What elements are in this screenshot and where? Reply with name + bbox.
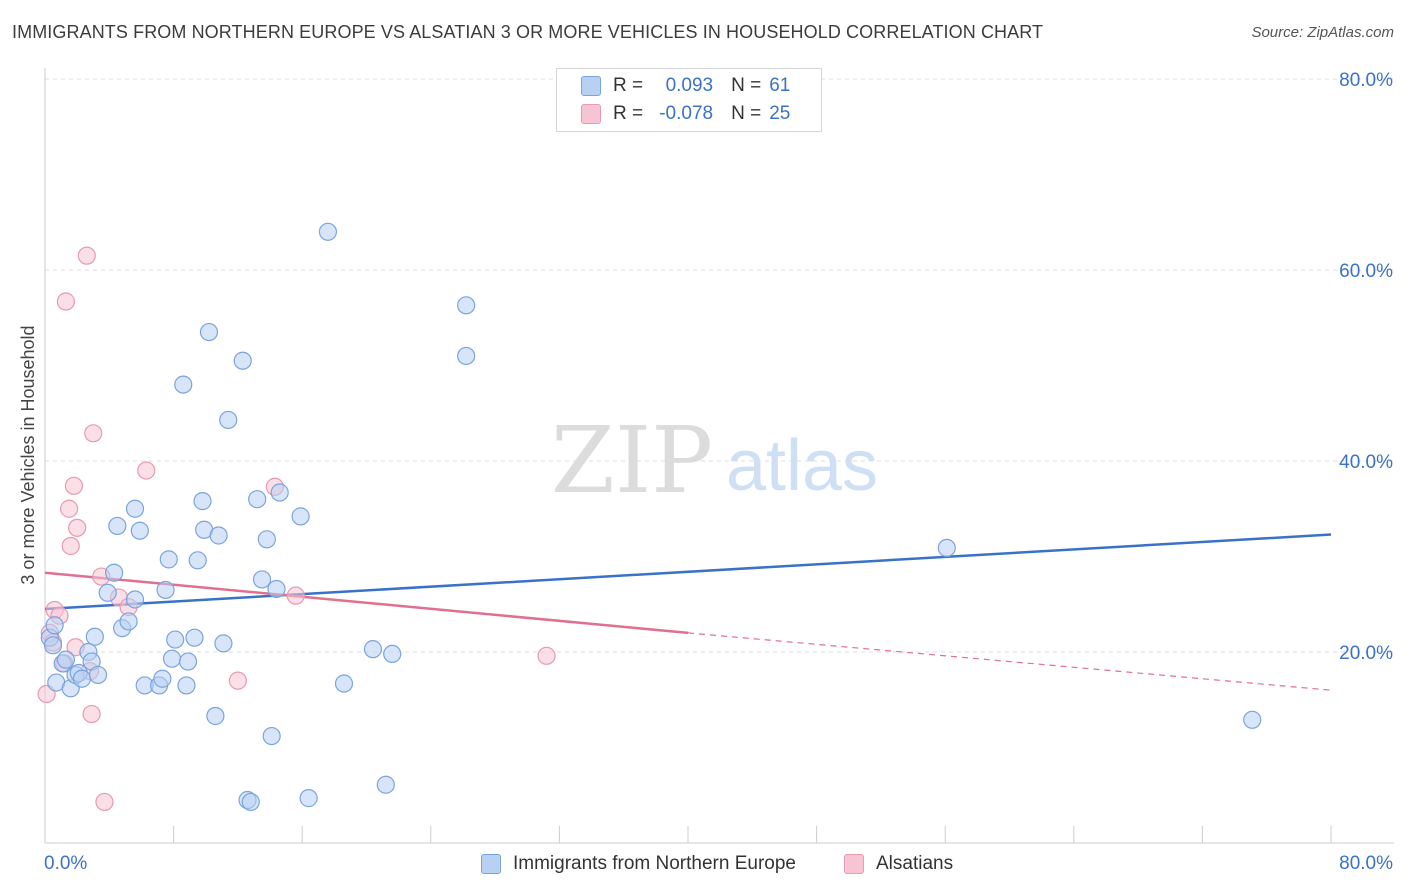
watermark-zip: ZIP (551, 407, 713, 514)
northern-europe-point (206, 706, 225, 726)
northern-europe-point (159, 550, 178, 569)
northern-europe-point (457, 346, 476, 366)
alsatians-point (286, 586, 305, 605)
northern-europe-point (56, 650, 75, 669)
northern-europe-point (270, 483, 289, 502)
northern-europe-point (119, 612, 138, 631)
northern-europe-point (262, 726, 281, 746)
bottom-legend-pink[interactable]: Alsatians (844, 852, 953, 876)
y-tick-label: 40.0% (1339, 452, 1393, 473)
alsatians-point (228, 671, 247, 690)
n-value-blue: 61 (769, 75, 791, 96)
northern-europe-point (318, 222, 338, 241)
trend-line-alsatians (44, 571, 689, 635)
r-value-pink: -0.078 (659, 103, 714, 124)
r-value-blue: 0.093 (665, 75, 714, 96)
pink-swatch (844, 854, 864, 874)
r-label: R = (613, 75, 644, 96)
trend-line-alsatians-extension (687, 632, 1332, 691)
northern-europe-point (178, 652, 198, 671)
alsatians-point (56, 292, 75, 311)
northern-europe-point (383, 644, 402, 664)
alsatians-point (84, 424, 103, 443)
alsatians-point (82, 704, 101, 724)
northern-europe-point (257, 530, 276, 549)
alsatians-point (68, 518, 87, 537)
northern-europe-point (105, 563, 124, 582)
northern-europe-point (291, 507, 310, 526)
northern-europe-point (108, 516, 127, 536)
northern-europe-point (334, 674, 354, 693)
legend-label-alsatians: Alsatians (876, 853, 954, 874)
northern-europe-points (40, 222, 1262, 812)
tick-labels: 20.0% 40.0% 60.0% 80.0% 0.0% 80.0% (44, 70, 1393, 874)
northern-europe-point (937, 538, 956, 558)
northern-europe-point (267, 579, 286, 599)
legend-row-pink: R = -0.078 N = 25 (581, 101, 790, 127)
bottom-legend-blue[interactable]: Immigrants from Northern Europe (481, 852, 796, 876)
northern-europe-point (248, 490, 267, 509)
northern-europe-point (188, 551, 207, 570)
northern-europe-point (85, 627, 104, 646)
alsatians-point (64, 476, 84, 495)
correlation-legend: R = 0.093 N = 61 R = -0.078 N = 25 (556, 68, 822, 132)
northern-europe-point (299, 789, 318, 808)
northern-europe-point (98, 583, 117, 602)
northern-europe-point (199, 322, 219, 342)
northern-europe-point (156, 580, 175, 600)
northern-europe-point (174, 375, 193, 394)
n-value-pink: 25 (769, 103, 791, 124)
northern-europe-point (166, 630, 185, 649)
northern-europe-point (252, 570, 272, 589)
northern-europe-point (209, 526, 228, 545)
legend-label-northern-europe: Immigrants from Northern Europe (513, 853, 796, 874)
northern-europe-point (185, 628, 204, 647)
x-tick-label-min: 0.0% (44, 853, 87, 874)
northern-europe-point (363, 640, 383, 659)
n-label: N = (731, 75, 762, 96)
northern-europe-point (88, 665, 108, 685)
source-label: Source: ZipAtlas.com (1251, 24, 1394, 41)
alsatians-point (60, 499, 79, 518)
y-tick-label: 80.0% (1339, 70, 1393, 91)
northern-europe-point (125, 499, 145, 518)
alsatians-point (537, 646, 556, 665)
alsatians-point (137, 461, 156, 480)
trend-line-northern-europe (44, 533, 1332, 611)
y-axis-label: 3 or more Vehicles in Household (18, 325, 38, 584)
northern-europe-point (72, 669, 92, 688)
northern-europe-point (214, 634, 233, 653)
northern-europe-point (177, 676, 196, 695)
northern-europe-point (162, 649, 182, 668)
northern-europe-point (153, 669, 172, 688)
n-label: N = (731, 103, 762, 124)
northern-europe-point (376, 775, 395, 794)
y-tick-label: 60.0% (1339, 261, 1393, 282)
northern-europe-point (241, 792, 260, 812)
chart-title: IMMIGRANTS FROM NORTHERN EUROPE VS ALSAT… (12, 22, 1044, 42)
northern-europe-point (125, 590, 145, 609)
blue-swatch (481, 854, 501, 874)
northern-europe-point (130, 521, 149, 540)
alsatians-point (77, 246, 96, 265)
legend-row-blue: R = 0.093 N = 61 (581, 73, 790, 99)
northern-europe-point (457, 296, 476, 315)
trend-lines (44, 533, 1332, 691)
axes (44, 68, 1394, 844)
x-tick-label-max: 80.0% (1339, 853, 1393, 874)
northern-europe-point (219, 410, 238, 430)
northern-europe-point (43, 636, 63, 655)
northern-europe-point (1243, 710, 1262, 729)
northern-europe-point (45, 616, 64, 635)
alsatians-point (61, 536, 80, 556)
blue-swatch (581, 76, 601, 96)
alsatians-point (95, 792, 114, 812)
r-label: R = (613, 103, 644, 124)
northern-europe-point (193, 492, 212, 511)
northern-europe-point (233, 351, 252, 370)
y-tick-label: 20.0% (1339, 643, 1393, 664)
pink-swatch (581, 104, 601, 124)
watermark-atlas: atlas (726, 426, 878, 506)
